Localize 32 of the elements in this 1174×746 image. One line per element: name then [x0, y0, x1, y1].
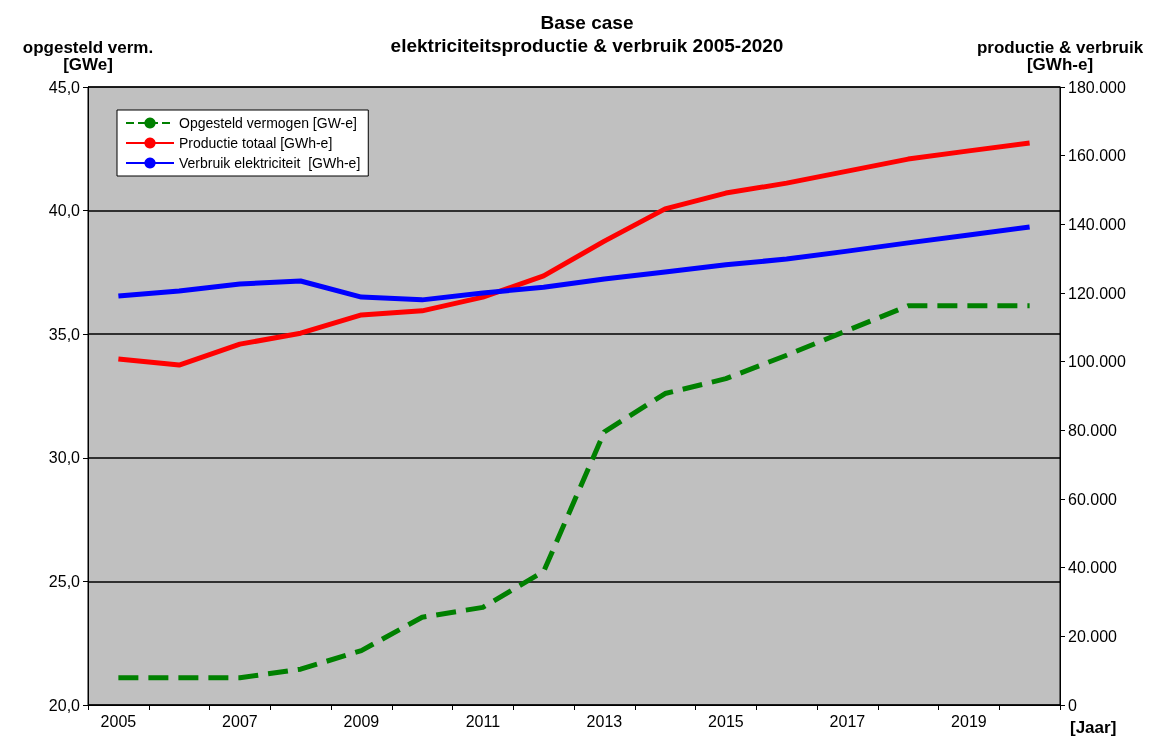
x-tick-label: 2019	[951, 712, 987, 730]
y-tick-label: 45,0	[48, 78, 81, 96]
legend-label: Verbruik elektriciteit [GWh-e]	[179, 155, 361, 171]
x-tick-label: 2005	[100, 712, 137, 730]
y2-tick-label: 140.000	[1068, 215, 1126, 233]
chart-subtitle: elektriciteitsproductie & verbruik 2005-2020	[390, 35, 784, 56]
y-tick-label: 25,0	[48, 572, 81, 590]
y2-tick-label: 0	[1068, 696, 1077, 714]
x-tick-label: 2007	[222, 712, 258, 730]
y2-tick-label: 80.000	[1068, 421, 1118, 439]
x-tick-label: 2017	[829, 712, 866, 730]
x-tick-label: 2009	[343, 712, 380, 730]
y2-axis-title: productie & verbruik [GWh-e]	[976, 38, 1144, 74]
y2-tick-label: 160.000	[1068, 147, 1126, 165]
y2-tick-label: 100.000	[1068, 353, 1126, 371]
legend-label: Opgesteld vermogen [GW-e]	[179, 115, 357, 131]
y-tick-label: 30,0	[48, 449, 81, 467]
y2-tick-label: 20.000	[1068, 627, 1118, 645]
x-tick-label: 2015	[708, 712, 744, 730]
x-axis-title: [Jaar]	[1070, 718, 1117, 737]
x-tick-label: 2011	[465, 712, 501, 730]
y2-tick-label: 120.000	[1068, 284, 1126, 302]
legend-label: Productie totaal [GWh-e]	[179, 135, 333, 151]
y2-tick-label: 60.000	[1068, 490, 1118, 508]
x-tick-label: 2013	[586, 712, 623, 730]
y-axis-title: opgesteld verm. [GWe]	[22, 38, 154, 74]
y2-tick-label: 180.000	[1068, 78, 1126, 96]
chart-title: Base case	[540, 12, 634, 33]
y-tick-label: 35,0	[48, 325, 81, 343]
y-tick-label: 40,0	[48, 202, 81, 220]
y2-tick-label: 40.000	[1068, 559, 1118, 577]
y-tick-label: 20,0	[48, 696, 81, 714]
